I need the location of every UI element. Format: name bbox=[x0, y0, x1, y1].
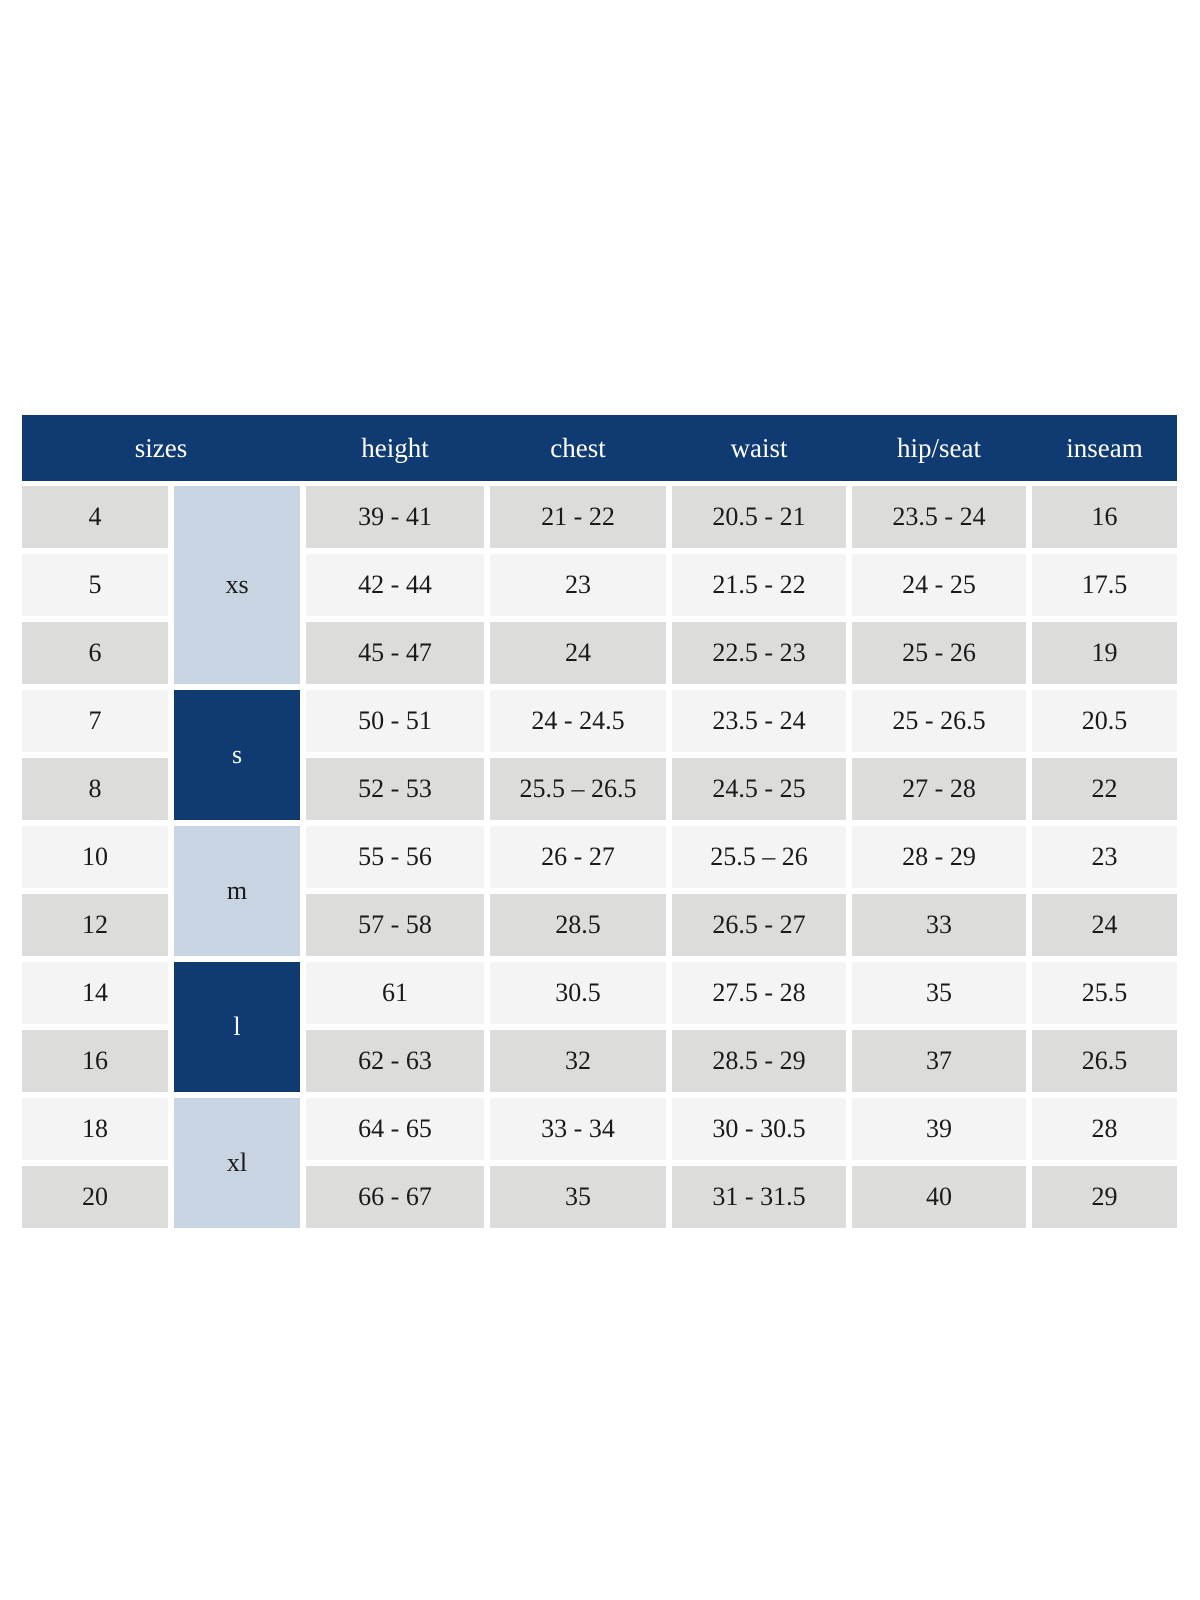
value-cell: 25 - 26 bbox=[852, 622, 1026, 684]
value-cell: 26.5 - 27 bbox=[672, 894, 846, 956]
size-cell: 6 bbox=[22, 622, 168, 684]
value-cell: 33 - 34 bbox=[490, 1098, 666, 1160]
value-cell: 52 - 53 bbox=[306, 758, 484, 820]
header-sizes: sizes bbox=[134, 433, 188, 463]
value-cell: 23 bbox=[490, 554, 666, 616]
value-cell: 37 bbox=[852, 1030, 1026, 1092]
value-cell: 28.5 bbox=[490, 894, 666, 956]
value-cell: 31 - 31.5 bbox=[672, 1166, 846, 1228]
value-cell: 25.5 bbox=[1032, 962, 1177, 1024]
group-label-cell: m bbox=[174, 826, 300, 956]
value-cell: 50 - 51 bbox=[306, 690, 484, 752]
value-cell: 16 bbox=[1032, 486, 1177, 548]
value-cell: 28 bbox=[1032, 1098, 1177, 1160]
value-cell: 24 - 24.5 bbox=[490, 690, 666, 752]
size-cell: 4 bbox=[22, 486, 168, 548]
value-cell: 28.5 - 29 bbox=[672, 1030, 846, 1092]
value-cell: 23 bbox=[1032, 826, 1177, 888]
group-label-cell: xs bbox=[174, 486, 300, 684]
value-cell: 22 bbox=[1032, 758, 1177, 820]
value-cell: 55 - 56 bbox=[306, 826, 484, 888]
table-body: 4 xs 39 - 41 21 - 22 20.5 - 21 23.5 - 24 16 5 42… bbox=[22, 486, 1177, 1228]
value-cell: 66 - 67 bbox=[306, 1166, 484, 1228]
table-header-row: sizes height chest waist hip/seat inseam bbox=[22, 415, 1177, 481]
size-cell: 20 bbox=[22, 1166, 168, 1228]
value-cell: 57 - 58 bbox=[306, 894, 484, 956]
value-cell: 33 bbox=[852, 894, 1026, 956]
value-cell: 29 bbox=[1032, 1166, 1177, 1228]
size-chart-table: sizes height chest waist hip/seat inseam… bbox=[22, 415, 1177, 1228]
value-cell: 61 bbox=[306, 962, 484, 1024]
value-cell: 30 - 30.5 bbox=[672, 1098, 846, 1160]
value-cell: 26.5 bbox=[1032, 1030, 1177, 1092]
value-cell: 40 bbox=[852, 1166, 1026, 1228]
value-cell: 35 bbox=[852, 962, 1026, 1024]
value-cell: 30.5 bbox=[490, 962, 666, 1024]
size-cell: 5 bbox=[22, 554, 168, 616]
value-cell: 35 bbox=[490, 1166, 666, 1228]
value-cell: 28 - 29 bbox=[852, 826, 1026, 888]
value-cell: 24 bbox=[490, 622, 666, 684]
value-cell: 64 - 65 bbox=[306, 1098, 484, 1160]
value-cell: 20.5 - 21 bbox=[672, 486, 846, 548]
header-inseam: inseam bbox=[1066, 433, 1143, 463]
value-cell: 20.5 bbox=[1032, 690, 1177, 752]
value-cell: 22.5 - 23 bbox=[672, 622, 846, 684]
value-cell: 27.5 - 28 bbox=[672, 962, 846, 1024]
group-label-cell: l bbox=[174, 962, 300, 1092]
value-cell: 25.5 – 26 bbox=[672, 826, 846, 888]
value-cell: 62 - 63 bbox=[306, 1030, 484, 1092]
size-cell: 18 bbox=[22, 1098, 168, 1160]
value-cell: 27 - 28 bbox=[852, 758, 1026, 820]
group-label-cell: s bbox=[174, 690, 300, 820]
value-cell: 24 - 25 bbox=[852, 554, 1026, 616]
value-cell: 21 - 22 bbox=[490, 486, 666, 548]
value-cell: 25.5 – 26.5 bbox=[490, 758, 666, 820]
header-hip-seat: hip/seat bbox=[897, 433, 981, 463]
value-cell: 26 - 27 bbox=[490, 826, 666, 888]
value-cell: 24.5 - 25 bbox=[672, 758, 846, 820]
size-cell: 16 bbox=[22, 1030, 168, 1092]
value-cell: 39 bbox=[852, 1098, 1026, 1160]
value-cell: 19 bbox=[1032, 622, 1177, 684]
value-cell: 45 - 47 bbox=[306, 622, 484, 684]
value-cell: 21.5 - 22 bbox=[672, 554, 846, 616]
value-cell: 42 - 44 bbox=[306, 554, 484, 616]
value-cell: 23.5 - 24 bbox=[852, 486, 1026, 548]
value-cell: 24 bbox=[1032, 894, 1177, 956]
size-cell: 14 bbox=[22, 962, 168, 1024]
size-cell: 7 bbox=[22, 690, 168, 752]
size-cell: 12 bbox=[22, 894, 168, 956]
group-label-cell: xl bbox=[174, 1098, 300, 1228]
value-cell: 17.5 bbox=[1032, 554, 1177, 616]
value-cell: 25 - 26.5 bbox=[852, 690, 1026, 752]
header-waist: waist bbox=[730, 433, 788, 463]
header-height: height bbox=[361, 433, 429, 463]
value-cell: 32 bbox=[490, 1030, 666, 1092]
size-cell: 10 bbox=[22, 826, 168, 888]
header-chest: chest bbox=[550, 433, 606, 463]
value-cell: 39 - 41 bbox=[306, 486, 484, 548]
size-cell: 8 bbox=[22, 758, 168, 820]
value-cell: 23.5 - 24 bbox=[672, 690, 846, 752]
